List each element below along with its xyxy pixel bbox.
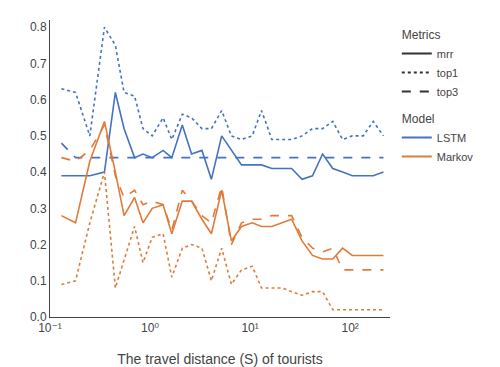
svg-text:0.8: 0.8 [30,20,47,34]
svg-text:0.7: 0.7 [30,57,47,71]
svg-text:10²: 10² [342,321,359,335]
svg-text:The travel distance (S) of tou: The travel distance (S) of tourists [117,351,322,367]
svg-text:top3: top3 [437,86,458,98]
svg-text:10¹: 10¹ [241,321,258,335]
svg-text:0.4: 0.4 [30,165,47,179]
svg-text:LSTM: LSTM [437,132,466,144]
svg-text:mrr: mrr [437,48,454,60]
svg-text:0.1: 0.1 [30,274,47,288]
svg-text:0.6: 0.6 [30,93,47,107]
svg-text:Metrics: Metrics [402,28,441,42]
svg-text:10⁰: 10⁰ [141,321,159,335]
svg-text:0.2: 0.2 [30,238,47,252]
svg-text:10⁻¹: 10⁻¹ [38,321,62,335]
svg-text:Model: Model [402,112,435,126]
svg-text:Markov: Markov [437,151,474,163]
svg-text:0.3: 0.3 [30,202,47,216]
svg-text:0.0: 0.0 [30,310,47,324]
svg-text:top1: top1 [437,67,458,79]
svg-text:0.5: 0.5 [30,129,47,143]
